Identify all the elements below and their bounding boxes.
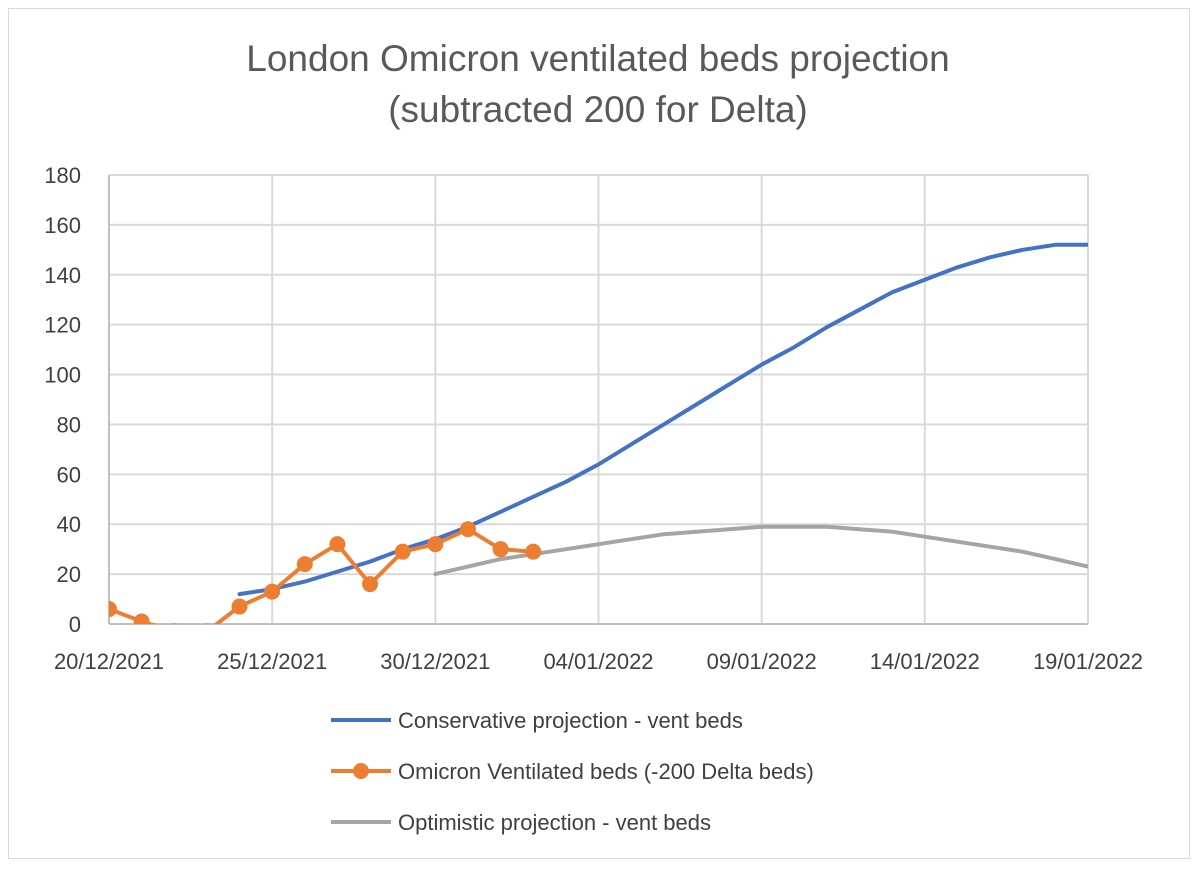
data-point: [296, 556, 313, 573]
y-tick-label: 100: [44, 363, 81, 388]
data-point: [109, 601, 117, 618]
y-tick-label: 160: [44, 213, 81, 238]
y-tick-label: 60: [57, 462, 81, 487]
data-point: [394, 543, 411, 560]
gridlines: [109, 174, 1089, 624]
y-tick-label: 40: [57, 512, 81, 537]
y-tick-label: 80: [57, 412, 81, 437]
y-tick-label: 20: [57, 562, 81, 587]
data-point: [525, 543, 542, 560]
y-tick-label: 140: [44, 263, 81, 288]
data-point: [329, 536, 346, 553]
legend-label: Conservative projection - vent beds: [398, 708, 743, 733]
series-line-optimistic-projection-vent-beds: [433, 524, 1088, 577]
data-point: [362, 576, 379, 593]
legend-marker: [353, 763, 369, 779]
series-line-conservative-projection-vent-beds: [237, 242, 1088, 597]
axes: [108, 175, 1088, 625]
data-point: [204, 623, 210, 624]
x-tick-label: 19/01/2022: [1033, 649, 1143, 674]
data-point: [427, 536, 444, 553]
marker-layer: [109, 521, 542, 624]
x-tick-label: 04/01/2022: [543, 649, 653, 674]
tick-labels: 0 20 40 60 80 100 120 140 160 180 20/12/2021 25/12/…: [44, 163, 1143, 674]
y-tick-label: 120: [44, 313, 81, 338]
data-point: [133, 613, 150, 624]
data-point: [231, 598, 248, 615]
x-tick-label: 30/12/2021: [380, 649, 490, 674]
chart-frame: London Omicron ventilated beds projectio…: [8, 8, 1190, 859]
data-point: [171, 623, 178, 624]
data-point: [459, 521, 476, 538]
x-tick-label: 20/12/2021: [54, 649, 164, 674]
chart-title-line-2: (subtracted 200 for Delta): [388, 89, 808, 130]
x-tick-label: 09/01/2022: [707, 649, 817, 674]
legend-label: Optimistic projection - vent beds: [398, 810, 711, 835]
x-tick-label: 25/12/2021: [217, 649, 327, 674]
legend-label: Omicron Ventilated beds (-200 Delta beds…: [398, 759, 814, 784]
data-point: [492, 541, 509, 558]
y-tick-label: 180: [44, 163, 81, 188]
legend: Conservative projection - vent beds Omicr…: [331, 708, 814, 835]
x-tick-label: 14/01/2022: [870, 649, 980, 674]
y-tick-label: 0: [69, 612, 81, 637]
series-line-omicron-ventilated-beds-200-delta-beds: [109, 527, 536, 624]
chart-title-line-1: London Omicron ventilated beds projectio…: [246, 38, 949, 79]
data-point: [264, 583, 281, 600]
chart: London Omicron ventilated beds projectio…: [44, 38, 1143, 835]
